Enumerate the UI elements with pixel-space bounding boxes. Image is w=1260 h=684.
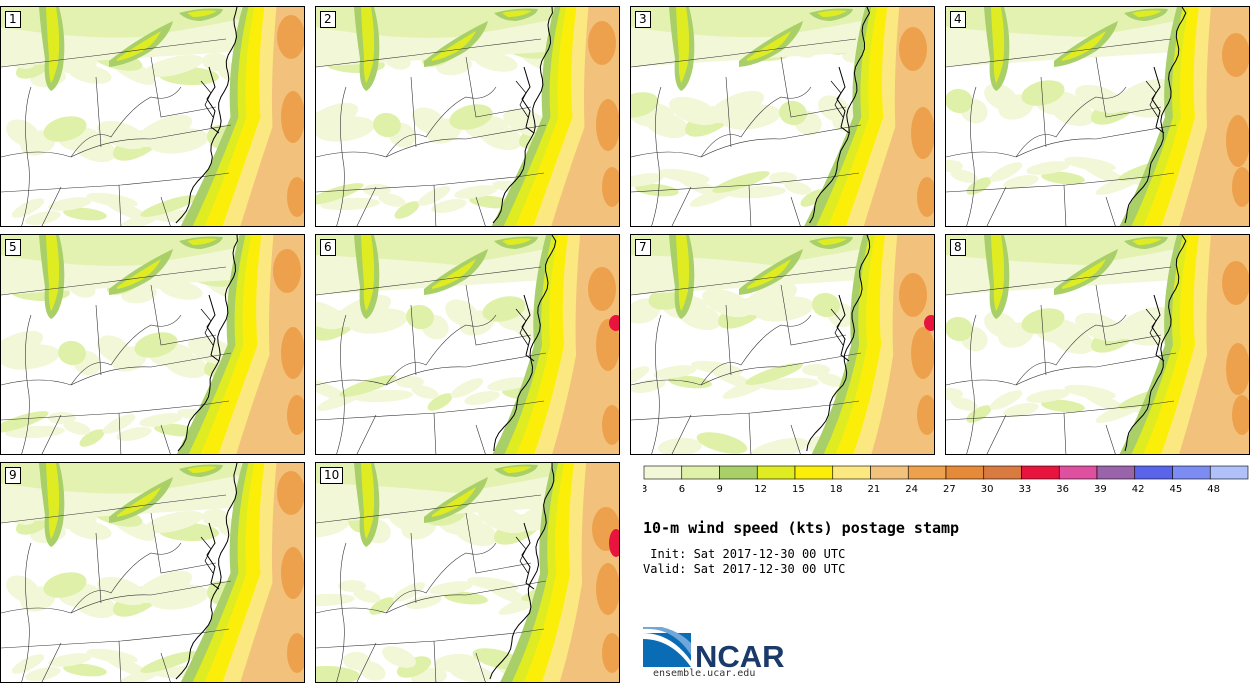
colorbar-tick-label: 48 bbox=[1207, 484, 1220, 495]
panel-label: 2 bbox=[320, 11, 336, 28]
colorbar-bin-0 bbox=[643, 465, 683, 480]
wind-speed-map bbox=[631, 7, 934, 226]
panel-label: 9 bbox=[5, 467, 21, 484]
colorbar-bin-15 bbox=[1209, 465, 1249, 480]
map-panel-4: 4 bbox=[945, 6, 1250, 227]
colorbar-bin-5 bbox=[832, 465, 871, 480]
colorbar-bin-3 bbox=[756, 465, 796, 480]
plot-title: 10-m wind speed (kts) postage stamp bbox=[643, 519, 960, 537]
panel-label: 8 bbox=[950, 239, 966, 256]
wind-speed-colorbar: 3 6 9 12 15 18 21 24 27 30 33 36 39 42 45 48 bbox=[643, 465, 1249, 495]
colorbar-bin-2 bbox=[719, 465, 758, 480]
colorbar-bin-12 bbox=[1096, 465, 1136, 480]
colorbar-tick-label: 36 bbox=[1056, 484, 1069, 495]
colorbar-bin-9 bbox=[983, 465, 1022, 480]
panel-label: 5 bbox=[5, 239, 21, 256]
ncar-logo-text: NCAR bbox=[695, 639, 785, 669]
colorbar-bin-4 bbox=[794, 465, 834, 480]
wind-speed-map bbox=[631, 235, 934, 454]
colorbar-tick-label: 9 bbox=[717, 484, 723, 495]
map-panel-6: 6 bbox=[315, 234, 620, 455]
map-panel-10: 10 bbox=[315, 462, 620, 683]
colorbar-tick-label: 42 bbox=[1132, 484, 1145, 495]
panel-label: 1 bbox=[5, 11, 21, 28]
wind-speed-map bbox=[1, 463, 304, 682]
colorbar-bin-14 bbox=[1172, 465, 1211, 480]
colorbar-tick-label: 18 bbox=[830, 484, 843, 495]
valid-time: Valid: Sat 2017-12-30 00 UTC bbox=[643, 562, 846, 576]
colorbar-bin-7 bbox=[907, 465, 947, 480]
colorbar-tick-label: 27 bbox=[943, 484, 956, 495]
wind-speed-map bbox=[316, 235, 619, 454]
panel-label: 4 bbox=[950, 11, 966, 28]
colorbar-bin-11 bbox=[1058, 465, 1098, 480]
colorbar-tick-label: 6 bbox=[679, 484, 685, 495]
ncar-url: ensemble.ucar.edu bbox=[653, 668, 756, 679]
ncar-logo: NCAR bbox=[643, 627, 785, 669]
panel-label: 10 bbox=[320, 467, 344, 484]
colorbar-tick-label: 21 bbox=[868, 484, 881, 495]
colorbar-tick-label: 15 bbox=[792, 484, 805, 495]
colorbar-tick-label: 30 bbox=[981, 484, 994, 495]
panel-label: 7 bbox=[635, 239, 651, 256]
wind-speed-map bbox=[316, 7, 619, 226]
panel-label: 6 bbox=[320, 239, 336, 256]
map-panel-5: 5 bbox=[0, 234, 305, 455]
wind-speed-map bbox=[316, 463, 619, 682]
colorbar-bin-6 bbox=[870, 465, 909, 480]
colorbar-tick-label: 33 bbox=[1019, 484, 1032, 495]
map-panel-9: 9 bbox=[0, 462, 305, 683]
colorbar-tick-label: 12 bbox=[754, 484, 767, 495]
wind-speed-map bbox=[946, 7, 1249, 226]
map-panel-8: 8 bbox=[945, 234, 1250, 455]
panel-label: 3 bbox=[635, 11, 651, 28]
colorbar-tick-label: 24 bbox=[905, 484, 918, 495]
wind-speed-map bbox=[946, 235, 1249, 454]
map-panel-7: 7 bbox=[630, 234, 935, 455]
map-panel-2: 2 bbox=[315, 6, 620, 227]
colorbar-tick-label: 3 bbox=[643, 484, 647, 495]
colorbar-tick-label: 39 bbox=[1094, 484, 1107, 495]
colorbar-bin-8 bbox=[945, 465, 985, 480]
map-panel-1: 1 bbox=[0, 6, 305, 227]
colorbar-bin-1 bbox=[681, 465, 720, 480]
colorbar-bin-13 bbox=[1134, 465, 1173, 480]
colorbar-bin-10 bbox=[1021, 465, 1060, 480]
wind-speed-map bbox=[1, 235, 304, 454]
map-panel-3: 3 bbox=[630, 6, 935, 227]
wind-speed-map bbox=[1, 7, 304, 226]
colorbar-tick-label: 45 bbox=[1170, 484, 1183, 495]
init-time: Init: Sat 2017-12-30 00 UTC bbox=[643, 547, 846, 561]
